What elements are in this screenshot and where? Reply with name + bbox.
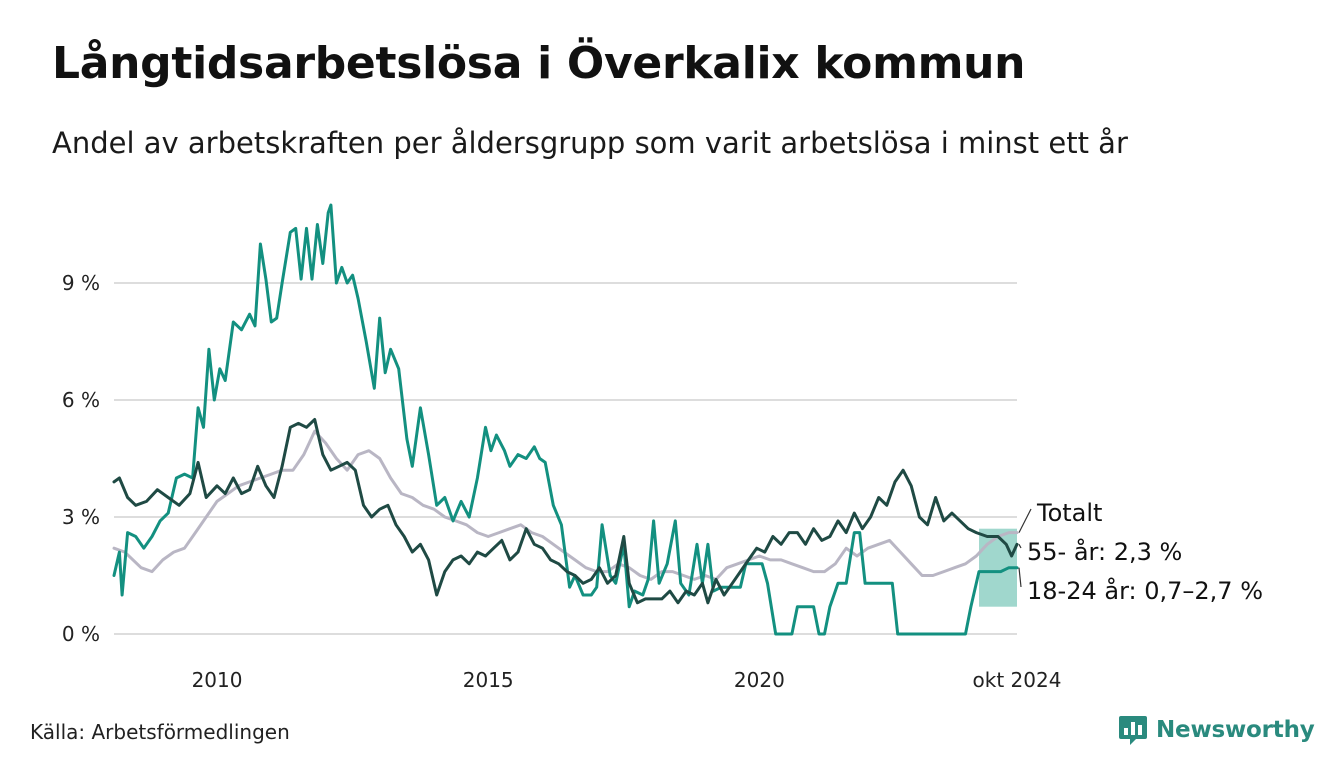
annotation-leader-total (1018, 508, 1032, 533)
source-note: Källa: Arbetsförmedlingen (30, 720, 290, 744)
annotation-label-age18_24: 18-24 år: 0,7–2,7 % (1027, 576, 1263, 605)
annotation-leader-age18_24 (1018, 567, 1022, 588)
series-line-age55 (112, 418, 1019, 605)
y-axis: 0 % 3 % 6 % 9 % (62, 271, 100, 646)
y-tick-label: 6 % (62, 388, 100, 412)
gridlines (114, 282, 1017, 635)
y-tick-label: 0 % (62, 622, 100, 646)
series-line-total (112, 429, 1019, 581)
x-tick-label: 2010 (192, 668, 243, 692)
annotation-label-total: Totalt (1036, 499, 1102, 527)
chart-subtitle: Andel av arbetskraften per åldersgrupp s… (52, 126, 1128, 160)
newsworthy-chart-icon (1119, 716, 1147, 745)
brand-name: Newsworthy (1156, 717, 1315, 743)
annotation-label-age55: 55- år: 2,3 % (1027, 537, 1182, 566)
series-layer (112, 203, 1019, 636)
x-axis: 2010 2015 2020 okt 2024 (192, 668, 1062, 692)
annotation-leader-age55 (1018, 544, 1022, 549)
x-tick-label: 2020 (734, 668, 785, 692)
chart-title: Långtidsarbetslösa i Överkalix kommun (52, 38, 1026, 89)
x-tick-label: okt 2024 (973, 668, 1062, 692)
y-tick-label: 9 % (62, 271, 100, 295)
x-tick-label: 2015 (463, 668, 514, 692)
brand-logo: Newsworthy (1118, 713, 1315, 747)
y-tick-label: 3 % (62, 505, 100, 529)
end-annotations: Totalt 55- år: 2,3 % 18-24 år: 0,7–2,7 % (1018, 499, 1263, 605)
series-line-age18_24 (112, 203, 1019, 636)
